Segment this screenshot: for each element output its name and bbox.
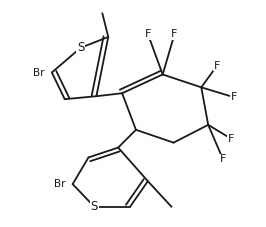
Text: Br: Br <box>33 67 44 77</box>
Text: F: F <box>231 92 237 102</box>
Text: F: F <box>171 29 178 39</box>
Text: Br: Br <box>54 179 65 189</box>
Text: F: F <box>145 29 151 39</box>
Text: S: S <box>77 41 84 54</box>
Text: S: S <box>91 200 98 213</box>
Text: F: F <box>220 154 226 164</box>
Text: F: F <box>214 61 220 71</box>
Text: F: F <box>228 134 234 144</box>
